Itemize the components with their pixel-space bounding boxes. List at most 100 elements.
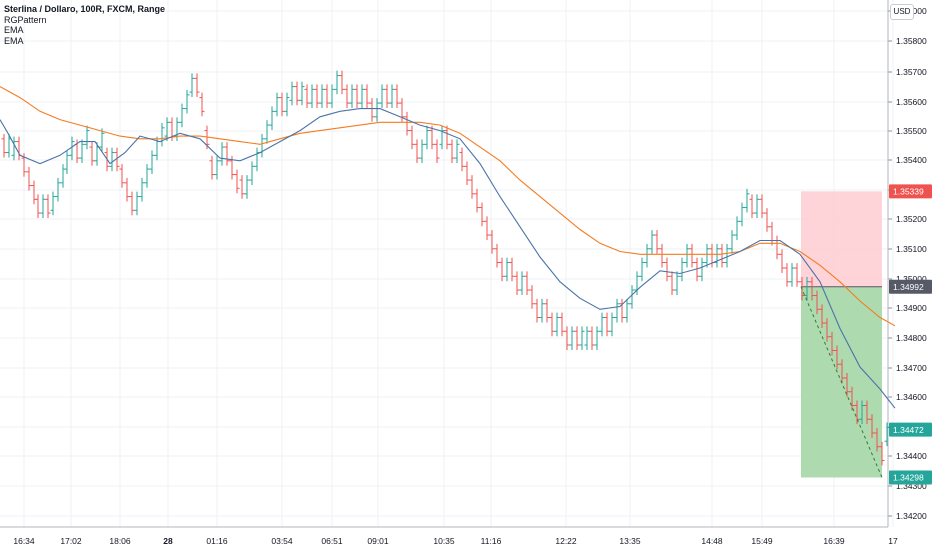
x-tick-label: 10:35 <box>433 536 455 546</box>
y-tick-label: 1.35200 <box>896 214 927 224</box>
x-tick-label: 28 <box>163 536 173 546</box>
ohlc-bar-up <box>264 120 270 144</box>
y-tick-label: 1.34300 <box>896 481 927 491</box>
ohlc-bar-up <box>419 139 425 164</box>
ohlc-bar-down <box>534 298 540 323</box>
ohlc-bar-down <box>494 243 500 268</box>
ohlc-bar-up <box>584 326 590 350</box>
indicator-rgpattern[interactable]: RGPattern <box>4 14 47 25</box>
ohlc-bar-down <box>619 298 625 323</box>
ohlc-bar-up <box>179 103 185 128</box>
x-tick-label: 09:01 <box>367 536 389 546</box>
ohlc-bar-down <box>669 271 675 295</box>
ohlc-bar-down <box>794 263 800 287</box>
ohlc-bar-up <box>714 243 720 268</box>
x-tick-label: 13:35 <box>619 536 641 546</box>
ohlc-bar-down <box>339 70 345 95</box>
ohlc-bar-down <box>879 441 885 466</box>
price-label: 1.35339 <box>889 184 932 199</box>
ohlc-bar-up <box>744 188 750 213</box>
indicator-ema-1[interactable]: EMA <box>4 25 24 35</box>
ohlc-bar-up <box>84 125 90 150</box>
ohlc-bar-down <box>199 92 205 117</box>
ohlc-bar-down <box>26 166 32 191</box>
ohlc-bar-up <box>379 84 385 109</box>
ohlc-bar-down <box>209 155 215 180</box>
price-label-text: 1.34992 <box>893 282 924 292</box>
ohlc-bar-up <box>614 298 620 323</box>
ohlc-bar-up <box>539 298 545 323</box>
x-tick-label: 01:16 <box>206 536 228 546</box>
ohlc-bar-down <box>35 194 41 219</box>
ohlc-bar-up <box>754 194 760 219</box>
ohlc-bar-up <box>64 150 70 175</box>
ohlc-bar-up <box>99 128 105 153</box>
ohlc-bar-down <box>874 428 880 452</box>
ohlc-bar-down <box>384 84 390 109</box>
ohlc-bar-down <box>499 257 505 282</box>
ohlc-bar-up <box>249 161 255 186</box>
ohlc-bar-down <box>354 84 360 109</box>
ohlc-bar-down <box>89 142 95 166</box>
indicator-ema-2[interactable]: EMA <box>4 35 24 46</box>
ohlc-bar-down <box>45 194 51 219</box>
ohlc-bar-down <box>509 257 515 282</box>
ohlc-bar-down <box>449 139 455 164</box>
ohlc-bar-down <box>344 84 350 109</box>
ohlc-bar-down <box>364 84 370 109</box>
ohlc-bar-up <box>244 175 250 199</box>
ohlc-bar-up <box>579 326 585 350</box>
ohlc-bar-down <box>414 139 420 164</box>
ohlc-bar-down <box>759 194 765 219</box>
ohlc-bar-down <box>124 177 130 202</box>
ohlc-bar-up <box>334 70 340 95</box>
y-tick-label: 1.34400 <box>896 451 927 461</box>
price-label: 1.34472 <box>889 422 932 437</box>
x-tick-label: 14:48 <box>701 536 723 546</box>
y-tick-label: 1.35000 <box>896 274 927 284</box>
ohlc-bar-down <box>469 175 475 199</box>
ohlc-bar-down <box>689 243 695 268</box>
price-label-text: 1.35339 <box>893 187 924 197</box>
ohlc-bar-down <box>779 249 785 273</box>
currency-button[interactable]: USD <box>890 4 914 20</box>
ohlc-bar-up <box>609 312 615 337</box>
ohlc-bar-down <box>589 326 595 350</box>
ohlc-bar-down <box>664 257 670 282</box>
ohlc-bar-up <box>704 243 710 268</box>
ohlc-bar-down <box>844 373 850 397</box>
ohlc-bar-up <box>734 216 740 240</box>
ohlc-bar-down <box>864 400 870 425</box>
price-label-bg <box>889 422 932 437</box>
ohlc-bar-down <box>764 208 770 232</box>
ohlc-bar-up <box>329 84 335 109</box>
ohlc-bar-down <box>484 216 490 240</box>
ohlc-bar-up <box>144 164 150 188</box>
price-label-bg <box>889 184 932 199</box>
x-tick-label: 17:02 <box>60 536 82 546</box>
ohlc-bar-up <box>134 191 140 216</box>
ohlc-bar-up <box>789 263 795 287</box>
y-tick-label: 1.34900 <box>896 303 927 313</box>
ohlc-bar-up <box>804 276 810 301</box>
ohlc-bar-down <box>809 276 815 301</box>
y-tick-label: 1.35800 <box>896 36 927 46</box>
ohlc-bar-up <box>184 89 190 114</box>
ohlc-bar-down <box>1 133 7 158</box>
ohlc-bar-down <box>129 191 135 216</box>
ohlc-bar-down <box>559 312 565 337</box>
ohlc-bar-down <box>114 147 120 172</box>
ohlc-bar-down <box>839 359 845 383</box>
ohlc-bar-down <box>819 304 825 328</box>
ohlc-bar-up <box>439 125 445 150</box>
ohlc-bar-up <box>40 194 46 219</box>
x-tick-label: 15:49 <box>751 536 773 546</box>
ohlc-bar-down <box>849 386 855 411</box>
ohlc-bar-up <box>674 271 680 295</box>
ohlc-bar-down <box>654 230 660 254</box>
y-tick-label: 1.34200 <box>896 511 927 521</box>
ohlc-bar-down <box>824 318 830 342</box>
ohlc-bar-down <box>304 84 310 109</box>
